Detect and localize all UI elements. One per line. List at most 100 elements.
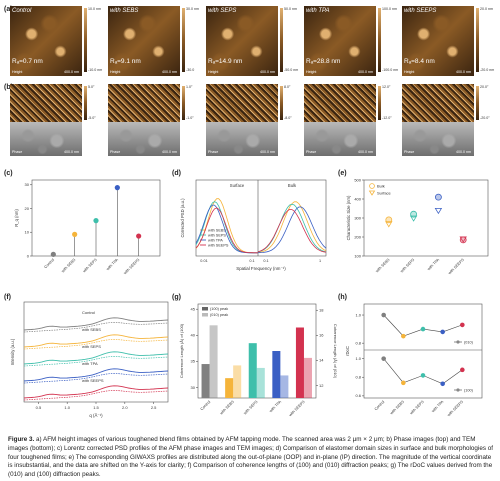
afm-height-tag: Height <box>110 70 121 74</box>
panel-label-a: (a) <box>4 6 13 13</box>
rdoc-point <box>401 333 406 339</box>
x-tick-label: Control <box>200 400 212 412</box>
psd-curve-bulk <box>257 201 327 253</box>
y-tick-label: 500 <box>354 177 361 182</box>
y-tick-label-right: 18 <box>319 308 324 313</box>
tem-image <box>108 122 180 156</box>
afm-sample-label: with SEPS <box>208 8 237 14</box>
series-label: Control <box>82 310 95 315</box>
y-tick-label: 400 <box>354 196 361 201</box>
plot-frame <box>363 303 483 399</box>
plot-frame <box>23 301 169 403</box>
surface-point <box>459 236 467 243</box>
phase-colorbar <box>280 86 283 120</box>
afm-phase-image <box>402 84 474 122</box>
afm-phase-tag: Phase <box>404 150 415 154</box>
surface-point <box>385 221 393 228</box>
phase-colorbar <box>182 86 185 120</box>
afm-phase-image <box>304 84 376 122</box>
afm-colorbar-bottom: -10.0 nm <box>88 68 103 72</box>
bar-100 <box>248 343 257 398</box>
caption-figure-label: Figure 3. <box>8 436 35 443</box>
afm-colorbar-bottom: -20.0 nm <box>480 68 495 72</box>
x-tick-label: 2.0 <box>122 405 128 410</box>
legend-label: with SEBS <box>208 228 226 232</box>
chart-g: 30 35 40 45 12 14 16 18 Coherence Length (Å) of … <box>179 303 338 417</box>
afm-phase-scale: 400.0 nm <box>64 150 79 154</box>
afm-colorbar <box>378 8 381 72</box>
chart-c: 0 10 20 30 R_q (nm) Control with SEBS with SEPS… <box>14 179 161 275</box>
y-axis-label-left: Coherence Length (Å) of (100) <box>179 323 184 378</box>
afm-height-tag: Height <box>208 70 219 74</box>
psd-curve-surface <box>195 207 258 254</box>
x-tick-label: with SEEPS <box>447 400 465 418</box>
afm-height-tag: Height <box>12 70 23 74</box>
afm-sample-label: with TPA <box>306 8 330 14</box>
figure-caption: Figure 3. a) AFM height images of variou… <box>8 436 494 480</box>
rdoc-line <box>383 358 463 385</box>
afm-colorbar <box>84 8 87 72</box>
giwaxs-ip-curve <box>23 339 169 350</box>
legend-marker <box>456 340 460 344</box>
x-tick-label: with SEBS <box>390 400 406 416</box>
afm-colorbar-bottom: -100.0 nm <box>382 68 399 72</box>
y-axis-label: Characteristic Size (nm) <box>346 195 351 240</box>
afm-phase-tag: Phase <box>12 150 23 154</box>
bar-010 <box>209 325 218 398</box>
legend-marker <box>456 388 460 392</box>
data-point <box>93 218 99 224</box>
y-tick-label-bottom: 0.8 <box>355 375 361 380</box>
afm-colorbar-bottom: -50.0 nm <box>284 68 299 72</box>
x-tick-label: 1.0 <box>64 405 70 410</box>
y-tick-label-left: 45 <box>191 307 196 312</box>
panel-label-f: (f) <box>4 294 11 301</box>
giwaxs-oop-curve <box>23 351 169 365</box>
afm-sample-label: Control <box>12 8 32 14</box>
y-tick-label: 100 <box>354 253 361 258</box>
surface-point <box>434 208 443 215</box>
data-point <box>114 185 120 191</box>
y-tick-label: 0 <box>27 253 30 258</box>
tem-image <box>402 122 474 156</box>
y-axis-label: rDoC <box>345 346 350 356</box>
rdoc-point <box>381 312 386 318</box>
bar-010 <box>303 357 312 398</box>
afm-phase-scale: 400.0 nm <box>456 150 471 154</box>
panel-label-c: (c) <box>4 170 13 177</box>
rdoc-line <box>383 314 463 337</box>
legend-label: with SEPS <box>208 233 226 237</box>
psd-curve-bulk <box>257 208 327 253</box>
phase-colorbar-top: 8.0° <box>284 85 291 89</box>
afm-height-tag: Height <box>306 70 317 74</box>
phase-colorbar <box>84 86 87 120</box>
panel-label-g: (g) <box>172 294 181 301</box>
x-tick-label: 0.5 <box>36 405 42 410</box>
x-tick-label: with SEPS <box>400 258 416 274</box>
phase-colorbar-top: 20.0° <box>480 85 489 89</box>
y-tick-label-right: 12 <box>319 383 324 388</box>
afm-sample-label: with SEEPS <box>404 8 437 14</box>
afm-height-image <box>206 6 278 76</box>
x-axis-label: q (Å⁻¹) <box>89 413 103 418</box>
y-tick-label-top: 0.8 <box>355 340 361 345</box>
y-axis-label: Corrected PSD (a.u.) <box>180 198 185 238</box>
giwaxs-ip-curve <box>23 373 169 384</box>
legend-label: (100) <box>464 388 474 392</box>
panel-label-b: (b) <box>4 84 13 91</box>
y-tick-label: 300 <box>354 215 361 220</box>
legend-label: with SEEPS <box>208 243 229 247</box>
afm-height-image <box>402 6 474 76</box>
y-axis-label: R_q (nm) <box>14 209 19 227</box>
afm-phase-tag: Phase <box>208 150 219 154</box>
legend-label-bulk: Bulk <box>377 183 385 188</box>
phase-colorbar-top: 12.0° <box>382 85 391 89</box>
afm-colorbar <box>182 8 185 72</box>
y-tick-label-left: 40 <box>191 333 196 338</box>
legend-label-010: (010) peak <box>210 313 228 317</box>
x-tick-label: 2.5 <box>151 405 157 410</box>
afm-colorbar <box>476 8 479 72</box>
y-tick-label-left: 35 <box>191 359 196 364</box>
y-tick-label-right: 14 <box>319 358 324 363</box>
giwaxs-ip-curve <box>23 322 169 333</box>
